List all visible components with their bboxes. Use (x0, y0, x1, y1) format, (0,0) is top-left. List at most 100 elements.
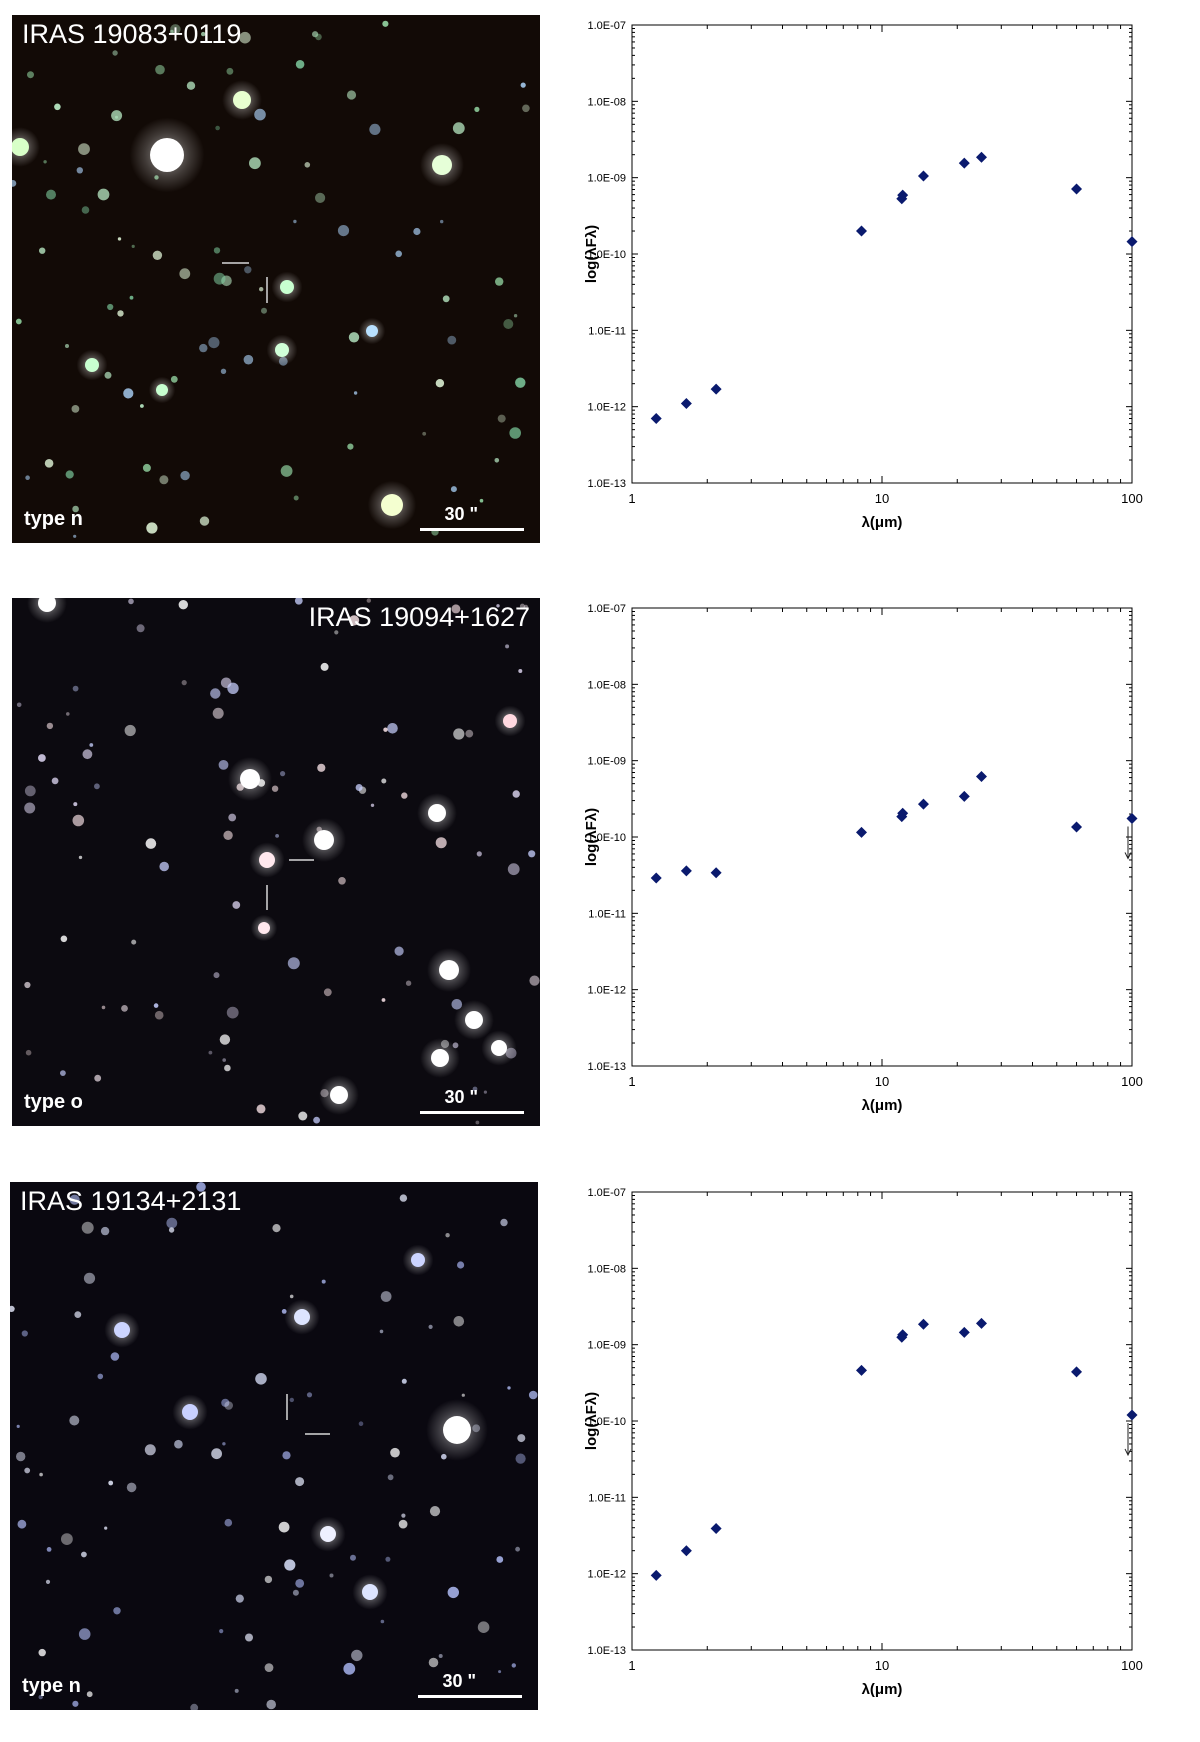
star (278, 1521, 290, 1533)
star (211, 1448, 223, 1460)
star (447, 335, 457, 345)
star (249, 157, 261, 170)
star (280, 771, 286, 777)
data-point (650, 1569, 662, 1581)
x-tick-label: 10 (875, 1658, 889, 1673)
y-tick-label: 1.0E-08 (587, 679, 626, 691)
star (264, 1663, 274, 1672)
star (154, 1010, 164, 1020)
scale-bar (420, 528, 524, 531)
star (129, 295, 134, 300)
star (186, 81, 196, 90)
star (385, 1556, 391, 1562)
star (73, 534, 77, 538)
star (94, 1074, 102, 1082)
star (398, 1519, 408, 1529)
bright-star (258, 922, 270, 934)
star (440, 219, 444, 224)
star (179, 268, 191, 280)
star (292, 1589, 299, 1596)
star (61, 1533, 73, 1545)
star (284, 1559, 296, 1571)
star (479, 498, 484, 503)
bright-star (240, 769, 260, 789)
plot-frame (631, 24, 1133, 484)
star (66, 712, 70, 716)
star (315, 33, 322, 41)
star (528, 850, 536, 858)
star (475, 1120, 480, 1125)
star (221, 1398, 230, 1407)
star (117, 310, 124, 317)
star (429, 1506, 441, 1517)
star (117, 237, 122, 241)
y-tick-label: 1.0E-11 (588, 908, 626, 920)
star (293, 219, 297, 224)
star (505, 644, 510, 649)
bright-star (431, 1049, 449, 1067)
star (294, 598, 303, 605)
data-point (958, 1326, 970, 1338)
star (428, 1657, 439, 1668)
x-tick-label: 1 (628, 1658, 635, 1673)
star (126, 1482, 137, 1493)
y-axis-label: log(λFλ) (583, 225, 600, 283)
star (166, 1217, 178, 1229)
y-tick-label: 1.0E-12 (587, 402, 626, 414)
star (170, 24, 181, 35)
star (387, 1474, 394, 1481)
star (513, 314, 518, 318)
star (289, 1294, 294, 1299)
star (199, 343, 208, 353)
star (304, 162, 311, 168)
x-axis-label: λ(μm) (862, 514, 903, 531)
star (383, 727, 388, 732)
bright-star (503, 714, 517, 728)
data-point (650, 872, 662, 884)
star (69, 1415, 80, 1426)
upper-limit-arrow (1124, 826, 1132, 860)
sky-image-1: IRAS 19083+0119 type n 30 " (12, 15, 540, 543)
y-tick-label: 1.0E-09 (587, 173, 626, 185)
star (338, 877, 346, 885)
star (38, 1694, 43, 1700)
bright-star (362, 1584, 378, 1600)
y-axis-label: log(λFλ) (583, 808, 600, 866)
star (512, 790, 520, 798)
bright-star (366, 325, 378, 337)
star (496, 604, 500, 608)
x-tick-label: 100 (1121, 491, 1143, 506)
bright-star (320, 1526, 336, 1542)
plot-frame (631, 1191, 1133, 1651)
star (264, 1575, 273, 1584)
bright-star (150, 138, 184, 172)
star (399, 1194, 408, 1202)
star (227, 682, 239, 694)
data-point (897, 189, 909, 201)
star (222, 1058, 226, 1062)
y-tick-label: 1.0E-10 (587, 249, 626, 261)
star (226, 67, 234, 75)
star (495, 277, 504, 286)
star (190, 1703, 199, 1710)
star (16, 702, 22, 708)
star (312, 31, 319, 38)
star (78, 143, 90, 156)
star (144, 1444, 156, 1456)
star (124, 724, 136, 737)
star (293, 495, 299, 501)
y-tick-label: 1.0E-07 (587, 20, 626, 32)
image-title: IRAS 19094+1627 (308, 602, 530, 632)
star (515, 377, 526, 388)
star (97, 1373, 104, 1380)
star (65, 470, 74, 479)
star (174, 1439, 183, 1449)
star (243, 354, 254, 365)
star (169, 29, 174, 34)
star (82, 749, 93, 760)
star (498, 1670, 502, 1674)
y-tick-label: 1.0E-13 (587, 1645, 626, 1657)
star (223, 830, 233, 840)
star (428, 1324, 433, 1329)
star (457, 1261, 465, 1269)
